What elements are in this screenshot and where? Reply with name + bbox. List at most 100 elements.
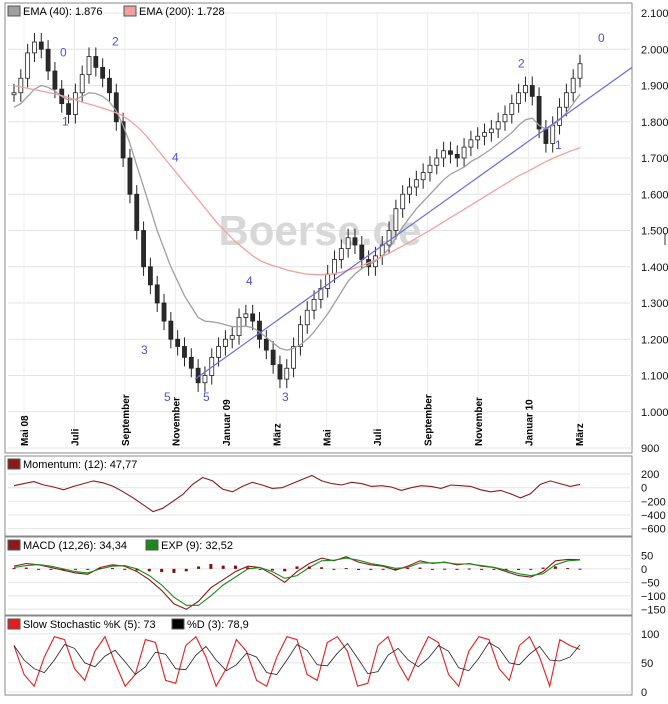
macd-histogram-bar [283,568,287,572]
indicator-y-tick: 0 [641,687,647,699]
candle-body [38,41,44,50]
month-label: November [474,397,485,446]
indicator-line [13,474,581,513]
macd-histogram-bar [307,566,311,569]
candle-body [441,150,447,159]
macd-histogram-bar [418,567,422,569]
wave-label: 3 [141,343,148,357]
candle-body [229,335,235,340]
candle-body [107,77,112,94]
candle-body [161,302,167,322]
candle-body [222,338,228,347]
macd-legend: MACD (12,26): 34,34 EXP (9): 32,52 [7,539,233,552]
candle-body [141,230,146,268]
candle-body [570,77,576,94]
candle-body [113,92,119,123]
ema40-line [13,84,581,351]
candle-body [393,208,399,231]
candle-body [168,320,174,340]
price-layer: 0 1 2 3 4 5 5 4 3 2 1 0 [11,31,633,404]
macd-histogram-bar [197,566,201,569]
candle-body [134,193,140,231]
candle-body [277,364,283,380]
legend-ema40: EMA (40): 1.876 [23,6,103,18]
macd-histogram-bar [86,568,90,570]
candle-body [413,179,419,188]
trend-line [194,66,633,380]
candle-body [32,41,37,54]
candle-body [475,135,481,141]
month-label: September [121,394,132,446]
candle-body [523,85,528,94]
macd-histogram-bar [516,568,520,571]
price-y-tick: 2.100 [641,8,668,20]
legend-swatch-exp [145,539,159,551]
candle-body [263,338,269,351]
price-y-tick: 1.900 [641,81,668,93]
candle-body [420,172,426,181]
price-y-tick: 1.200 [641,334,668,346]
candle-body [536,95,542,130]
macd-histogram-bar [37,568,41,570]
indicator-y-tick: 100 [641,629,659,641]
indicator-y-tick: 0 [641,564,647,576]
price-y-tick: 1.400 [641,262,668,274]
candle-body [188,356,194,369]
candle-body [120,121,126,159]
wave-label: 1 [555,138,562,152]
month-label: Januar 10 [525,399,536,446]
macd-histogram-bar [406,568,410,570]
indicator-y-tick: 200 [641,469,659,481]
macd-histogram-bar [135,568,139,571]
legend-ema200: EMA (200): 1.728 [139,6,225,18]
legend-swatch-d [171,618,185,630]
wave-label: 5 [203,390,210,404]
macd-histogram-bar [258,568,262,570]
candle-body [338,248,344,260]
candle-body [318,288,324,300]
price-y-tick: 1.700 [641,153,668,165]
candle-body [11,92,17,96]
candle-body [386,230,392,246]
candle-body [332,259,337,275]
candle-body [250,313,256,322]
indicator-y-tick: −600 [641,524,666,536]
legend-swatch-ema40 [7,5,21,17]
macd-histogram-bar [467,568,471,570]
month-label: März [272,423,283,446]
month-label: Januar 09 [222,399,233,446]
candle-body [468,139,474,148]
candle-body [182,346,187,358]
indicator-y-tick: −150 [641,604,666,616]
macd-histogram-bar [578,568,582,570]
candle-body [298,324,303,347]
indicator-y-tick: −50 [641,577,660,589]
macd-histogram-bar [233,565,237,569]
candle-body [216,346,221,358]
wave-label: 2 [112,35,119,49]
candle-body [311,298,317,311]
legend-swatch-macd [7,539,21,551]
month-label: März [575,423,586,446]
candle-body [427,164,433,173]
candle-body [488,128,494,134]
macd-histogram-bar [492,568,496,570]
candle-body [448,150,453,155]
legend-k: Slow Stochastic %K (5): 73 [23,619,156,631]
macd-histogram-bar [98,568,102,570]
candle-body [352,237,358,246]
indicator-y-tick: −100 [641,591,666,603]
indicator-y-tick: −400 [641,510,666,522]
candle-body [147,266,153,286]
candle-body [86,56,92,76]
candle-body [509,103,515,115]
macd-histogram-bar [381,568,385,570]
macd-histogram-bar [480,568,484,570]
macd-histogram-bar [430,568,434,570]
candle-body [154,284,160,304]
macd-histogram-bar [455,568,459,570]
wave-label: 3 [282,390,289,404]
macd-histogram-bar [344,568,348,570]
